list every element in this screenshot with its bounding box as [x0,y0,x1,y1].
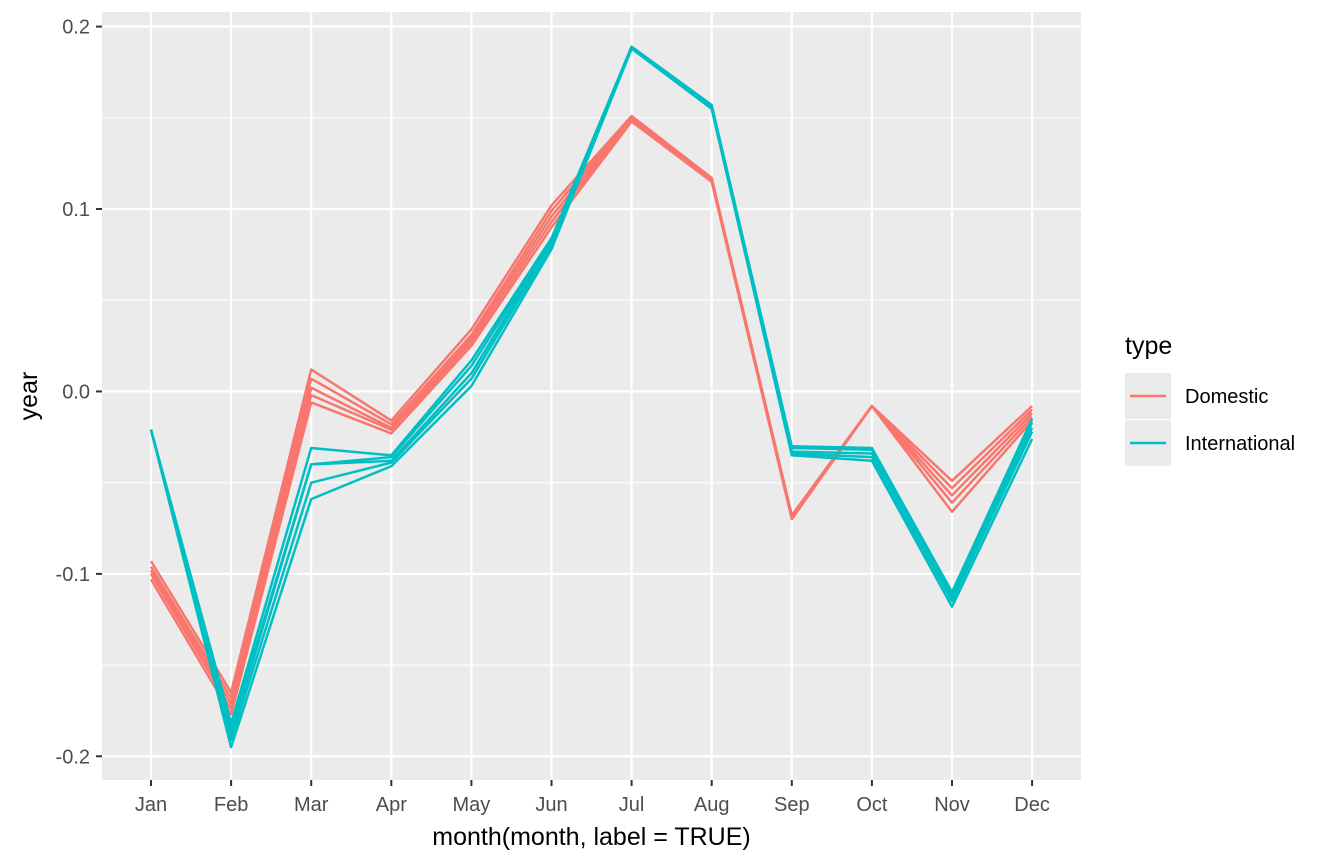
x-tick-label: Dec [1014,794,1050,816]
minor-gridlines [102,117,1081,666]
x-axis: Jan Feb Mar Apr May Jun Jul Aug Sep Oct Nov Dec [135,780,1050,816]
y-tick-label: -0.1 [56,564,90,586]
series-line-domestic [149,120,1034,716]
x-tick-label: Jun [535,794,567,816]
x-tick-label: Jul [619,794,645,816]
x-tick-label: May [453,794,491,816]
y-axis-title: year [15,372,43,421]
series-line-international [149,47,1034,749]
major-gridlines [102,12,1081,780]
legend-label-international: International [1185,433,1295,455]
x-tick-label: Jan [135,794,167,816]
x-tick-label: Sep [774,794,810,816]
legend-title: type [1125,332,1172,360]
series-lines [149,45,1034,749]
x-axis-title: month(month, label = TRUE) [432,823,750,851]
x-tick-label: Aug [694,794,730,816]
y-tick-label: 0.1 [62,199,90,221]
x-tick-label: Nov [934,794,970,816]
x-tick-label: Mar [294,794,329,816]
x-tick-label: Apr [376,794,407,816]
y-tick-label: 0.2 [62,17,90,39]
x-tick-label: Oct [856,794,888,816]
y-tick-label: 0.0 [62,381,90,403]
legend: type Domestic International [1125,332,1295,466]
legend-label-domestic: Domestic [1185,386,1268,408]
y-axis: -0.2 -0.1 0.0 0.1 0.2 [56,17,102,768]
y-tick-label: -0.2 [56,746,90,768]
x-tick-label: Feb [214,794,248,816]
